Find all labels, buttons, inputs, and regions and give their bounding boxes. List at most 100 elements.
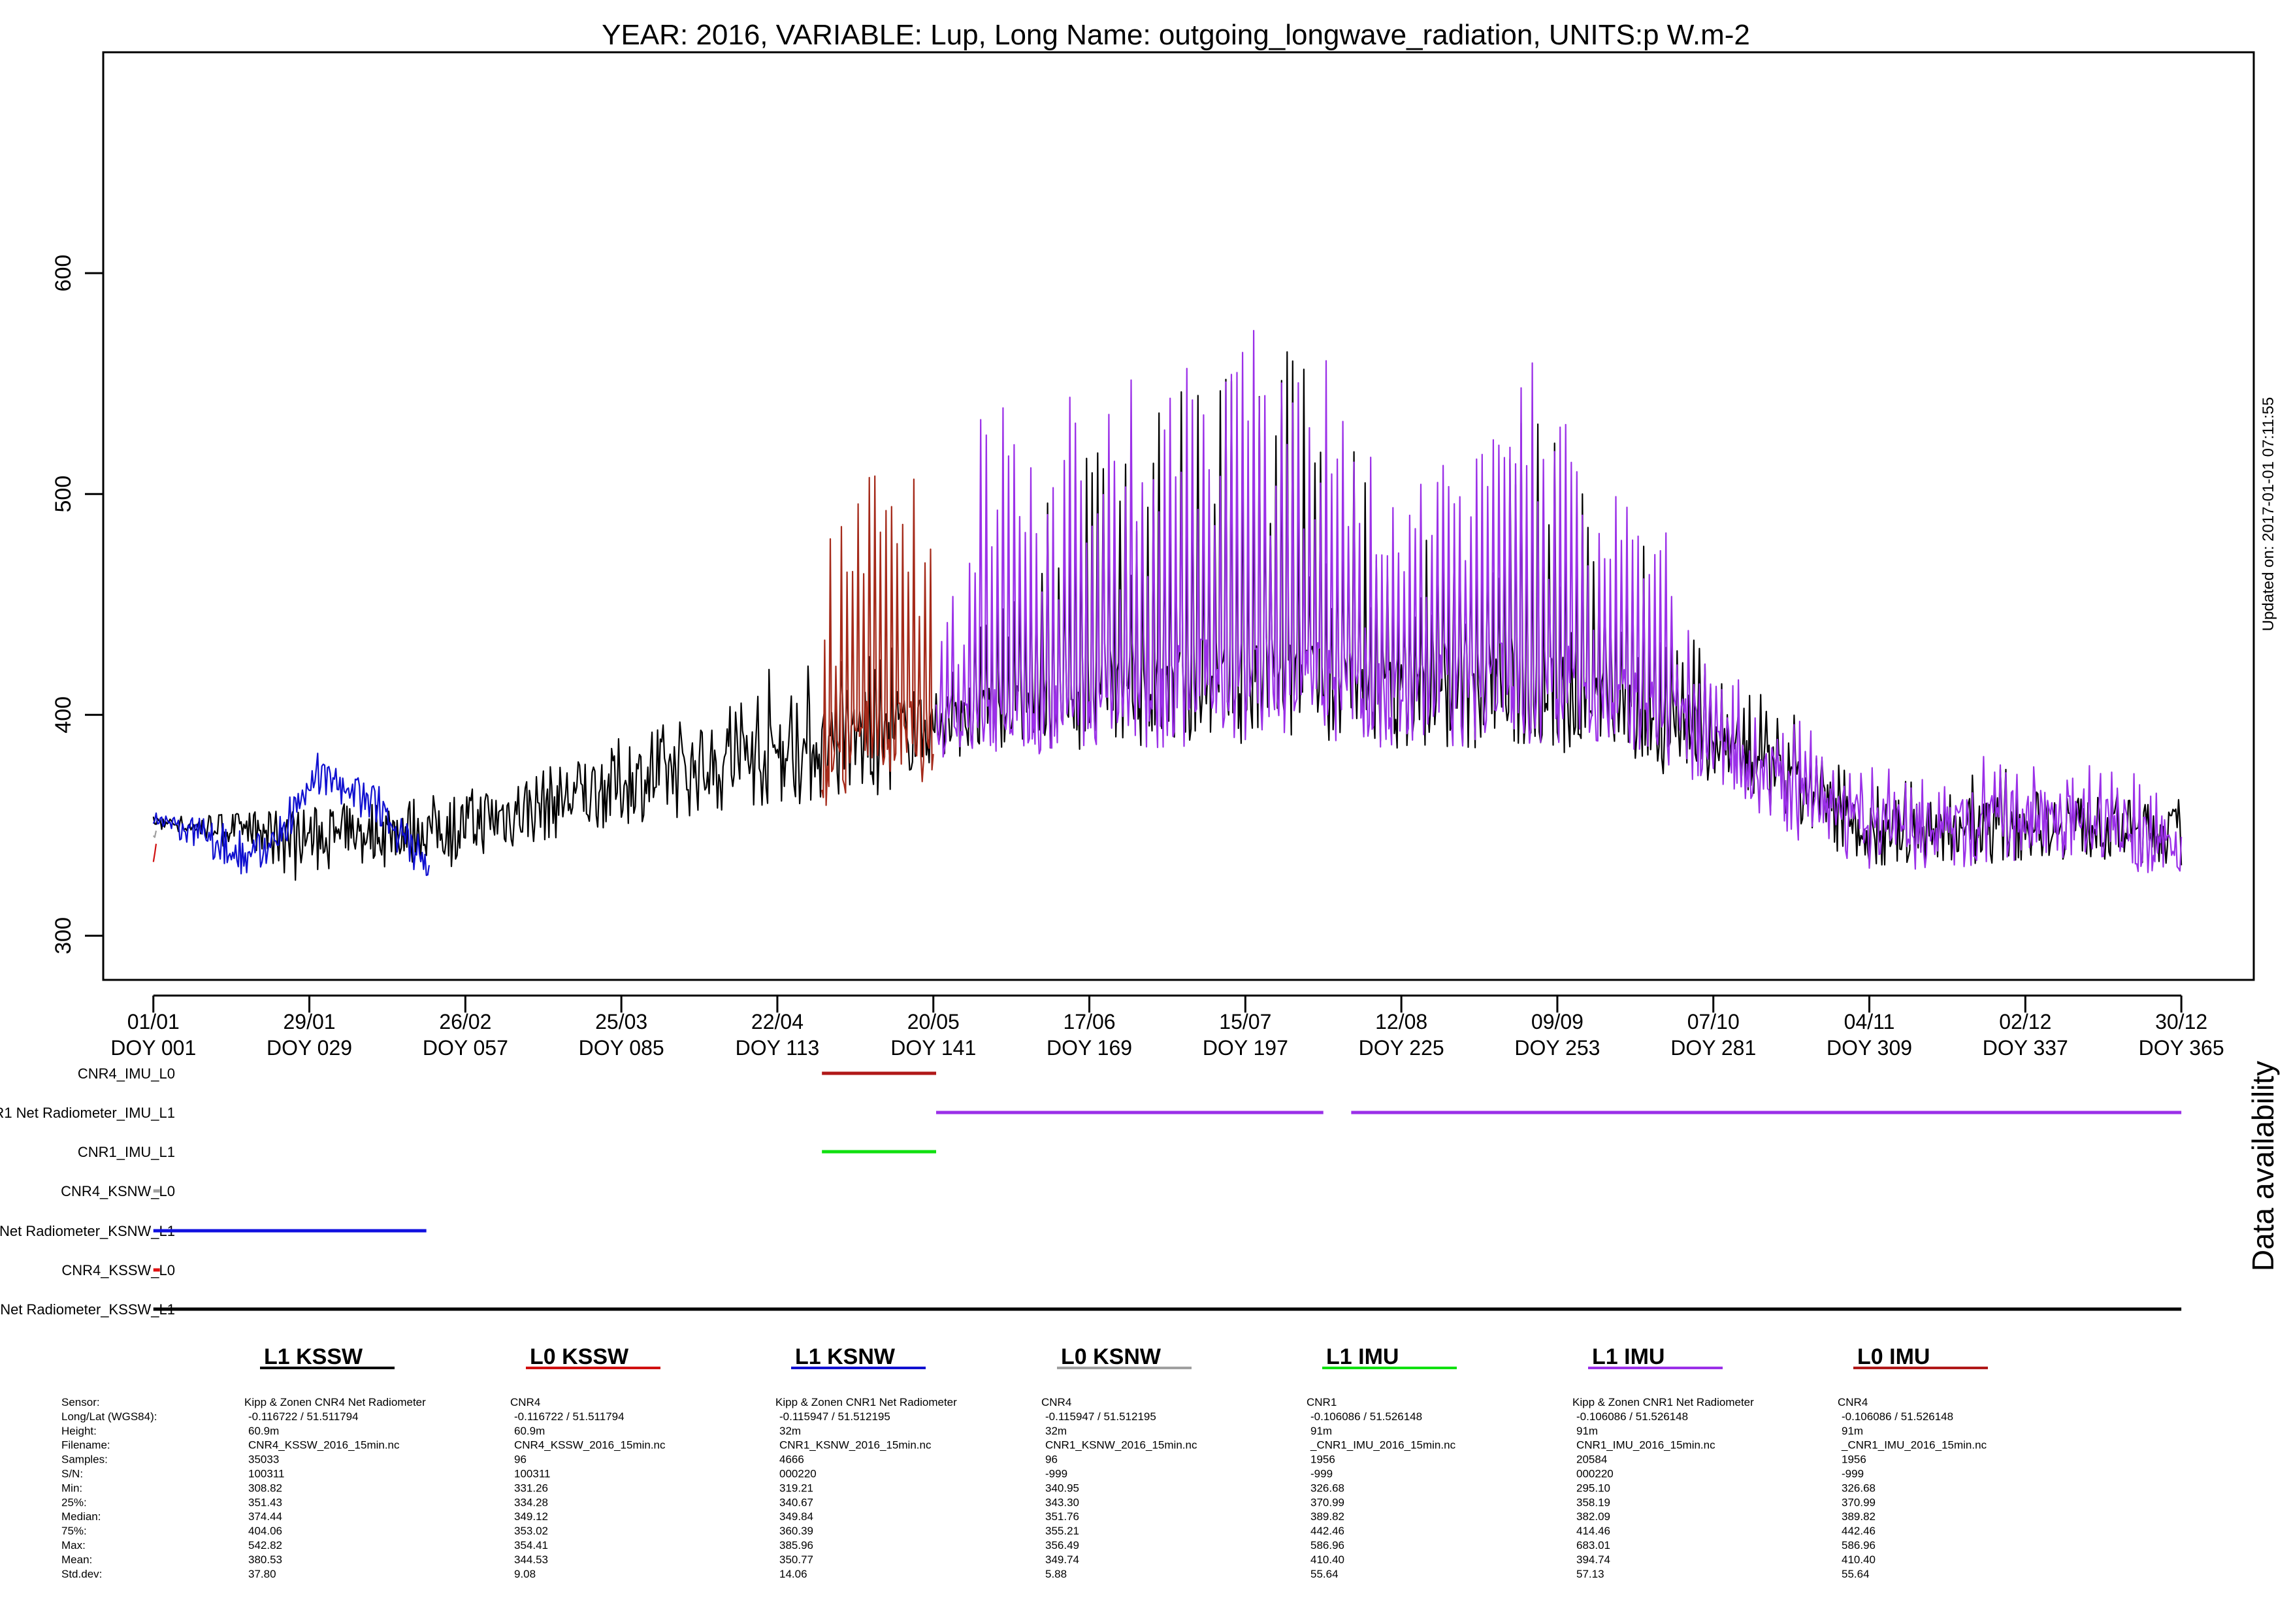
stats-cell: -0.106086 / 51.526148 <box>1576 1410 1688 1423</box>
updated-timestamp: Updated on: 2017-01-01 07:11:55 <box>2260 397 2277 632</box>
stats-cell: -0.106086 / 51.526148 <box>1842 1410 1953 1423</box>
x-tick-date: 04/11 <box>1844 1010 1895 1033</box>
stats-cell: 442.46 <box>1842 1525 1876 1537</box>
stats-cell: CNR1_IMU_2016_15min.nc <box>1576 1439 1715 1452</box>
stats-cell: CNR1_KSNW_2016_15min.nc <box>779 1439 932 1452</box>
stats-cell: 000220 <box>779 1468 817 1480</box>
series-line-l0-ksnw <box>152 830 157 838</box>
stats-cell: 382.09 <box>1576 1510 1610 1523</box>
stats-cell: 344.53 <box>514 1553 548 1566</box>
x-tick-doy: DOY 253 <box>1514 1036 1600 1060</box>
stats-column-header: L0 KSNW <box>1061 1344 1162 1369</box>
stats-cell: 91m <box>1576 1425 1598 1437</box>
x-tick-date: 30/12 <box>2155 1010 2207 1033</box>
stats-cell: 389.82 <box>1310 1510 1344 1523</box>
availability-row-label: Kipp & Zonen CNR4 Net Radiometer_KSSW_L1 <box>0 1301 175 1318</box>
x-tick-doy: DOY 113 <box>736 1036 820 1060</box>
x-tick-doy: DOY 057 <box>423 1036 508 1060</box>
stats-cell: 37.80 <box>248 1568 276 1580</box>
stats-cell: -0.116722 / 51.511794 <box>248 1410 359 1423</box>
stats-cell: 96 <box>1045 1453 1058 1466</box>
x-tick-date: 22/04 <box>751 1010 804 1033</box>
stats-cell: 100311 <box>514 1468 550 1480</box>
stats-row-label: Samples: <box>61 1453 108 1466</box>
stats-cell: 349.12 <box>514 1510 548 1523</box>
y-tick-label: 400 <box>51 696 76 734</box>
stats-cell: 370.99 <box>1842 1496 1876 1508</box>
stats-cell: _CNR1_IMU_2016_15min.nc <box>1841 1439 1987 1452</box>
stats-row-label: S/N: <box>61 1468 83 1480</box>
stats-cell: 55.64 <box>1842 1568 1870 1580</box>
stats-cell: 442.46 <box>1310 1525 1344 1537</box>
stats-cell: 100311 <box>248 1468 284 1480</box>
series-line-l0-imu <box>821 475 934 806</box>
stats-cell: 326.68 <box>1310 1482 1344 1494</box>
stats-cell: 350.77 <box>779 1553 813 1566</box>
stats-cell: 410.40 <box>1842 1553 1876 1566</box>
x-tick-date: 07/10 <box>1687 1010 1740 1033</box>
stats-cell: 389.82 <box>1842 1510 1876 1523</box>
stats-row-label: Max: <box>61 1539 86 1551</box>
x-tick-doy: DOY 197 <box>1203 1036 1288 1060</box>
stats-row-label: Long/Lat (WGS84): <box>61 1410 157 1423</box>
stats-cell: -999 <box>1310 1468 1333 1480</box>
stats-row-label: Filename: <box>61 1439 110 1452</box>
stats-cell: 96 <box>514 1453 527 1466</box>
availability-row-label: Kipp & Zonen CNR1 Net Radiometer_KSNW_L1 <box>0 1223 175 1239</box>
stats-cell: 586.96 <box>1842 1539 1876 1551</box>
stats-panel: Sensor: Long/Lat (WGS84): Height: Filename:… <box>61 1344 1988 1580</box>
plot-frame <box>102 51 2255 981</box>
stats-cell: 91m <box>1310 1425 1332 1437</box>
x-tick-date: 12/08 <box>1375 1010 1427 1033</box>
stats-cell: CNR1_KSNW_2016_15min.nc <box>1045 1439 1197 1452</box>
stats-cell: 360.39 <box>779 1525 813 1537</box>
x-tick-doy: DOY 141 <box>890 1036 976 1060</box>
stats-cell: 355.21 <box>1045 1525 1079 1537</box>
stats-column-header: L1 IMU <box>1592 1344 1665 1369</box>
stats-cell: 4666 <box>779 1453 804 1466</box>
x-tick-date: 02/12 <box>1999 1010 2051 1033</box>
stats-cell: -0.106086 / 51.526148 <box>1310 1410 1422 1423</box>
stats-cell: 374.44 <box>248 1510 282 1523</box>
stats-cell: Kipp & Zonen CNR1 Net Radiometer <box>775 1396 957 1408</box>
series-line-l1-ksnw <box>152 753 430 877</box>
x-tick-doy: DOY 169 <box>1047 1036 1132 1060</box>
stats-cell: CNR4 <box>510 1396 540 1408</box>
stats-cell: 349.74 <box>1045 1553 1079 1566</box>
stats-cell: 683.01 <box>1576 1539 1610 1551</box>
series-line-l1-imu <box>935 330 2183 873</box>
x-tick-doy: DOY 029 <box>267 1036 352 1060</box>
stats-cell: -0.115947 / 51.512195 <box>1045 1410 1156 1423</box>
stats-cell: 340.95 <box>1045 1482 1079 1494</box>
stats-cell: 354.41 <box>514 1539 548 1551</box>
stats-column-header: L1 IMU <box>1326 1344 1399 1369</box>
stats-row-label: Median: <box>61 1510 101 1523</box>
stats-column-header: L0 IMU <box>1857 1344 1930 1369</box>
stats-row-label: Std.dev: <box>61 1568 102 1580</box>
y-tick-label: 500 <box>51 476 76 513</box>
stats-cell: 331.26 <box>514 1482 548 1494</box>
stats-column-header: L1 KSNW <box>795 1344 896 1369</box>
stats-row-label: Height: <box>61 1425 97 1437</box>
series-line-l1-kssw <box>152 351 2183 881</box>
stats-cell: 35033 <box>248 1453 279 1466</box>
stats-cell: CNR4_KSSW_2016_15min.nc <box>514 1439 666 1452</box>
stats-cell: 308.82 <box>248 1482 282 1494</box>
x-tick-doy: DOY 225 <box>1359 1036 1444 1060</box>
stats-cell: 353.02 <box>514 1525 548 1537</box>
stats-cell: _CNR1_IMU_2016_15min.nc <box>1310 1439 1456 1452</box>
stats-cell: 343.30 <box>1045 1496 1079 1508</box>
stats-cell: 60.9m <box>248 1425 279 1437</box>
stats-column-header: L1 KSSW <box>264 1344 363 1369</box>
stats-cell: 410.40 <box>1310 1553 1344 1566</box>
x-tick-doy: DOY 337 <box>1983 1036 2068 1060</box>
stats-cell: 334.28 <box>514 1496 548 1508</box>
stats-cell: 404.06 <box>248 1525 282 1537</box>
stats-cell: 1956 <box>1842 1453 1866 1466</box>
stats-cell: 358.19 <box>1576 1496 1610 1508</box>
stats-cell: CNR4 <box>1041 1396 1071 1408</box>
stats-row-label: 75%: <box>61 1525 87 1537</box>
stats-cell: 000220 <box>1576 1468 1614 1480</box>
plot-area <box>102 51 2255 981</box>
stats-cell: 91m <box>1842 1425 1863 1437</box>
